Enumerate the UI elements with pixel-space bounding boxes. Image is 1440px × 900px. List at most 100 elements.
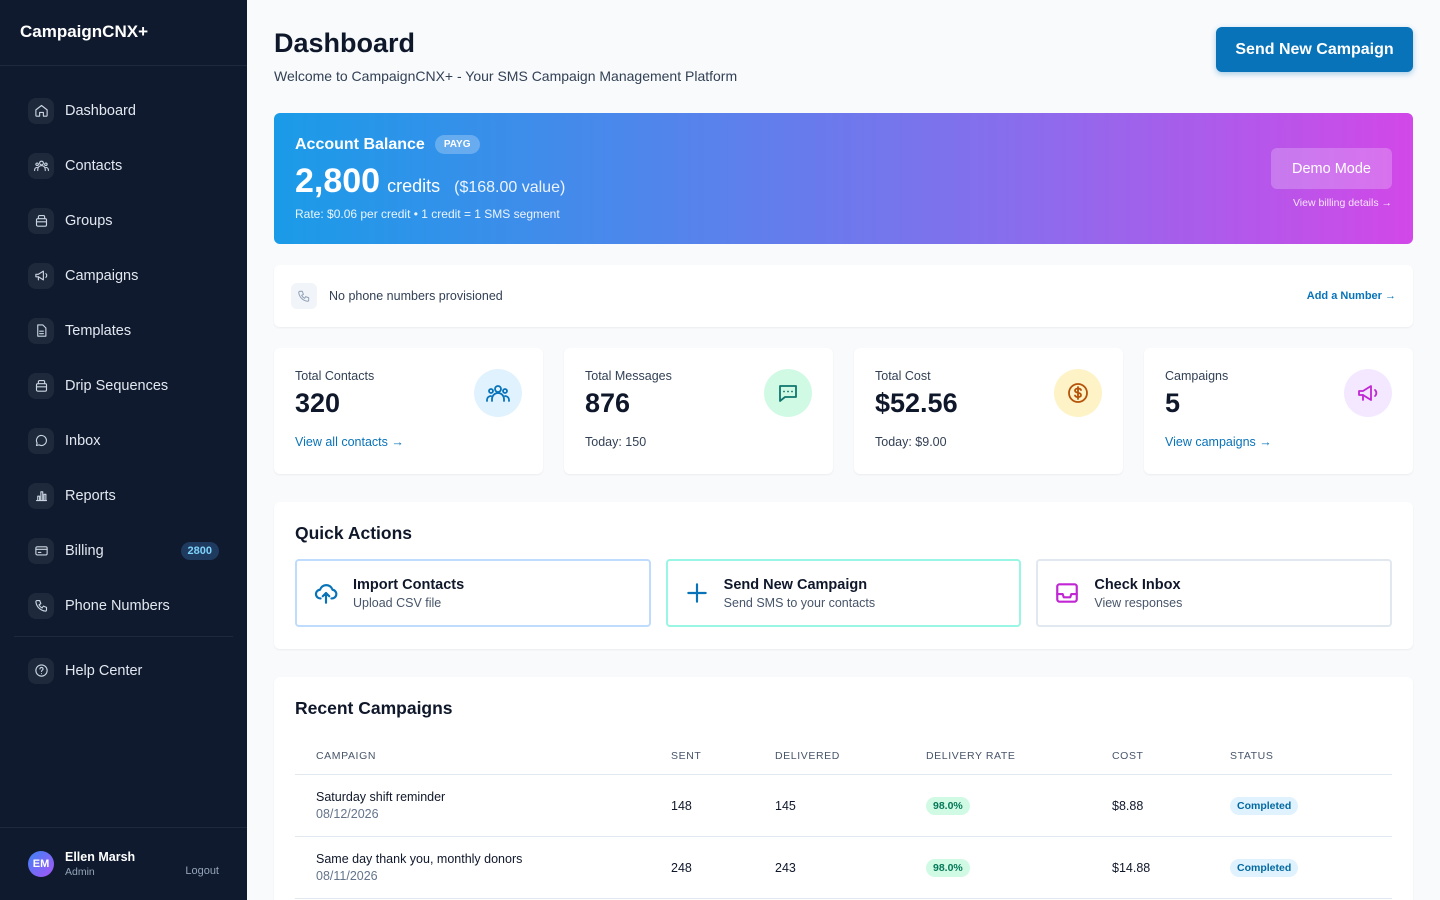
- dollar-icon: [1054, 369, 1102, 417]
- users-icon: [28, 152, 54, 179]
- folder-icon: [28, 372, 54, 399]
- sidebar-item-contacts[interactable]: Contacts: [0, 138, 247, 193]
- column-header[interactable]: CAMPAIGN: [316, 749, 377, 762]
- sidebar-item-billing[interactable]: Billing 2800: [0, 523, 247, 578]
- home-icon: [28, 97, 54, 124]
- sidebar: CampaignCNX+ Dashboard Contacts Groups C…: [0, 0, 247, 900]
- send-new-campaign-button[interactable]: Send New Campaign: [1216, 27, 1413, 72]
- page-title: Dashboard: [274, 28, 416, 58]
- stat-value: 5: [1165, 388, 1181, 418]
- delivered-count: 243: [775, 860, 796, 875]
- column-header[interactable]: SENT: [671, 749, 702, 762]
- table-row[interactable]: Same day thank you, monthly donors 08/11…: [295, 837, 1392, 899]
- phone-icon: [291, 283, 317, 309]
- sidebar-item-label: Reports: [65, 487, 116, 504]
- sidebar-item-label: Groups: [65, 212, 113, 229]
- brand-logo[interactable]: CampaignCNX+: [0, 0, 247, 66]
- credit-amount: 2,800: [295, 162, 381, 200]
- view-billing-link[interactable]: View billing details →: [1292, 197, 1392, 209]
- billing-credits-badge: 2800: [180, 541, 219, 560]
- campaign-name[interactable]: Saturday shift reminder: [316, 790, 446, 804]
- sidebar-item-label: Phone Numbers: [65, 597, 170, 614]
- inbox-icon: [1054, 580, 1080, 606]
- sidebar-item-label: Dashboard: [65, 102, 136, 119]
- sidebar-divider: [14, 636, 233, 637]
- column-header[interactable]: DELIVERED: [775, 749, 840, 762]
- sidebar-item-reports[interactable]: Reports: [0, 468, 247, 523]
- stat-label: Total Cost: [875, 369, 931, 383]
- stat-value: $52.56: [875, 388, 958, 418]
- action-title: Import Contacts: [353, 576, 465, 593]
- sidebar-item-label: Templates: [65, 322, 132, 339]
- add-number-link[interactable]: Add a Number →: [1306, 290, 1396, 302]
- sidebar-item-campaigns[interactable]: Campaigns: [0, 248, 247, 303]
- user-role: Admin: [65, 866, 95, 878]
- page-subtitle: Welcome to CampaignCNX+ - Your SMS Campa…: [274, 68, 738, 84]
- balance-title: Account Balance: [295, 135, 425, 153]
- action-subtitle: Upload CSV file: [353, 595, 442, 610]
- sidebar-item-label: Campaigns: [65, 267, 139, 284]
- campaign-date: 08/12/2026: [316, 807, 379, 821]
- sidebar-item-groups[interactable]: Groups: [0, 193, 247, 248]
- campaign-cost: $14.88: [1112, 860, 1151, 875]
- view-campaigns-link[interactable]: View campaigns →: [1165, 435, 1272, 449]
- campaign-date: 08/11/2026: [316, 869, 378, 883]
- logout-link[interactable]: Logout: [185, 865, 219, 877]
- stat-footnote: Today: $9.00: [875, 435, 947, 449]
- chat-icon: [28, 427, 54, 454]
- recent-campaigns-panel: Recent Campaigns CAMPAIGN SENT DELIVERED…: [274, 677, 1413, 900]
- megaphone-icon: [28, 262, 54, 289]
- phone-numbers-notice: No phone numbers provisioned Add a Numbe…: [274, 265, 1413, 327]
- credit-unit: credits: [387, 176, 441, 196]
- file-icon: [28, 317, 54, 344]
- sidebar-item-label: Drip Sequences: [65, 377, 169, 394]
- delivered-count: 145: [775, 798, 796, 813]
- send-campaign-action[interactable]: Send New Campaign Send SMS to your conta…: [665, 559, 1022, 627]
- folder-icon: [28, 207, 54, 234]
- view-all-contacts-link[interactable]: View all contacts →: [295, 435, 404, 449]
- sidebar-item-templates[interactable]: Templates: [0, 303, 247, 358]
- user-panel: EM Ellen Marsh Admin Logout: [0, 827, 247, 900]
- delivery-rate-badge: 98.0%: [926, 797, 970, 815]
- stat-card-campaigns: Campaigns 5 View campaigns →: [1144, 348, 1413, 474]
- credit-card-icon: [28, 537, 54, 564]
- demo-mode-button[interactable]: Demo Mode: [1271, 148, 1392, 189]
- campaign-name[interactable]: Same day thank you, monthly donors: [316, 852, 523, 866]
- column-header[interactable]: DELIVERY RATE: [926, 749, 1016, 762]
- sidebar-item-dashboard[interactable]: Dashboard: [0, 83, 247, 138]
- sidebar-item-label: Billing: [65, 542, 104, 559]
- stat-label: Total Messages: [585, 369, 672, 383]
- column-header[interactable]: STATUS: [1230, 749, 1274, 762]
- table-row[interactable]: Saturday shift reminder 08/12/2026 148 1…: [295, 775, 1392, 837]
- sidebar-item-inbox[interactable]: Inbox: [0, 413, 247, 468]
- credit-value: ($168.00 value): [454, 179, 566, 196]
- stats-row: Total Contacts 320 View all contacts → T…: [274, 348, 1413, 474]
- status-badge: Completed: [1230, 797, 1299, 815]
- stat-card-cost: Total Cost $52.56 Today: $9.00: [854, 348, 1123, 474]
- sidebar-item-help-center[interactable]: Help Center: [0, 643, 247, 698]
- megaphone-icon: [1344, 369, 1392, 417]
- sidebar-item-drip-sequences[interactable]: Drip Sequences: [0, 358, 247, 413]
- upload-cloud-icon: [313, 580, 339, 606]
- import-contacts-action[interactable]: Import Contacts Upload CSV file: [295, 559, 651, 627]
- stat-label: Total Contacts: [295, 369, 375, 383]
- phone-notice-text: No phone numbers provisioned: [329, 289, 503, 303]
- sidebar-item-phone-numbers[interactable]: Phone Numbers: [0, 578, 247, 633]
- recent-campaigns-title: Recent Campaigns: [295, 698, 453, 718]
- table-header: CAMPAIGN SENT DELIVERED DELIVERY RATE CO…: [295, 737, 1392, 775]
- check-inbox-action[interactable]: Check Inbox View responses: [1036, 559, 1393, 627]
- status-badge: Completed: [1230, 859, 1299, 877]
- plan-badge: PAYG: [434, 135, 480, 154]
- quick-actions-panel: Quick Actions Import Contacts Upload CSV…: [274, 502, 1413, 649]
- column-header[interactable]: COST: [1112, 749, 1144, 762]
- plus-icon: [684, 580, 710, 606]
- sidebar-nav: Dashboard Contacts Groups Campaigns Temp…: [0, 66, 247, 698]
- message-icon: [764, 369, 812, 417]
- campaigns-table: CAMPAIGN SENT DELIVERED DELIVERY RATE CO…: [295, 737, 1392, 899]
- avatar[interactable]: EM: [28, 851, 54, 877]
- phone-icon: [28, 592, 54, 619]
- sidebar-item-label: Help Center: [65, 662, 143, 679]
- action-subtitle: Send SMS to your contacts: [723, 595, 876, 610]
- delivery-rate-badge: 98.0%: [926, 859, 970, 877]
- action-subtitle: View responses: [1094, 595, 1183, 610]
